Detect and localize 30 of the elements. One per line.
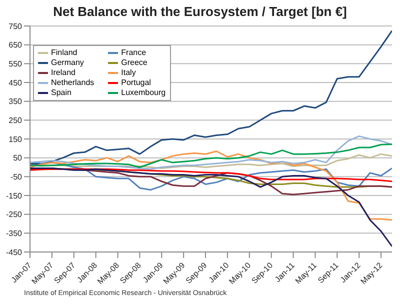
legend-label: Portugal bbox=[121, 78, 151, 88]
y-tick-label: 650 bbox=[8, 40, 23, 50]
y-tick-label: -450 bbox=[6, 248, 23, 257]
legend-label: Italy bbox=[121, 68, 136, 78]
line-series bbox=[30, 167, 392, 248]
line-series bbox=[30, 135, 392, 170]
legend-label: Greece bbox=[121, 58, 148, 68]
y-tick-label: 450 bbox=[8, 78, 23, 88]
y-tick-label: 50 bbox=[13, 154, 23, 163]
legend-label: Finland bbox=[51, 48, 78, 58]
legend-label: Spain bbox=[51, 88, 72, 98]
y-tick-label: 250 bbox=[8, 116, 23, 126]
chart-title: Net Balance with the Eurosystem / Target [bn €] bbox=[52, 4, 348, 19]
line-series bbox=[30, 144, 392, 168]
y-tick-label: -150 bbox=[6, 191, 23, 200]
line-series bbox=[30, 168, 392, 182]
y-tick-label: -250 bbox=[6, 210, 23, 220]
legend-label: Netherlands bbox=[51, 78, 94, 88]
y-tick-label: -350 bbox=[6, 229, 23, 238]
legend-label: France bbox=[121, 48, 146, 58]
y-tick-label: 150 bbox=[8, 134, 23, 144]
y-tick-label: 350 bbox=[8, 97, 23, 106]
line-series bbox=[30, 30, 392, 166]
y-tick-label: 750 bbox=[8, 22, 23, 31]
legend-label: Germany bbox=[51, 58, 84, 68]
legend-label: Ireland bbox=[51, 68, 76, 78]
y-tick-label: 550 bbox=[8, 60, 23, 69]
legend-label: Luxembourg bbox=[121, 88, 166, 98]
y-tick-label: -50 bbox=[10, 172, 23, 182]
line-series bbox=[30, 150, 392, 221]
